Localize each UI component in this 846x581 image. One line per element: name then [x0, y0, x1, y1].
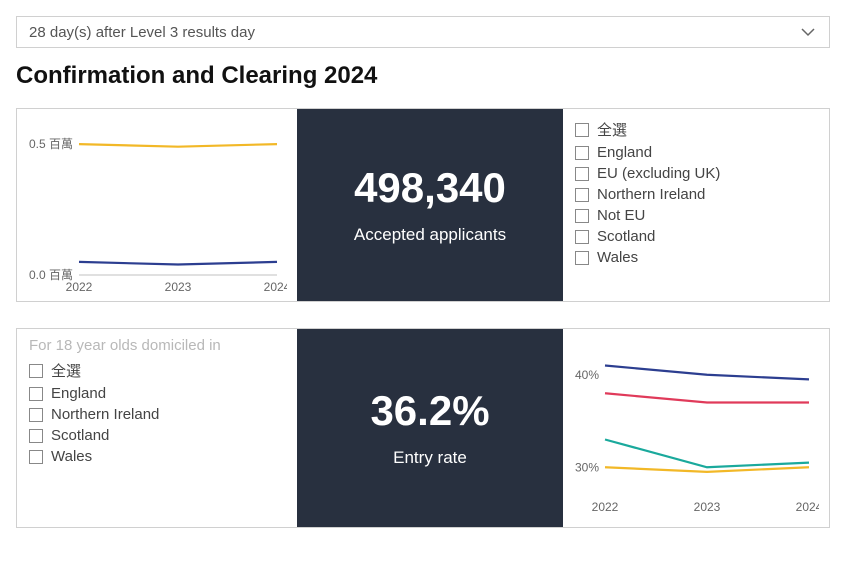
domicile-option[interactable]: Not EU [575, 205, 817, 226]
checkbox-icon [29, 364, 43, 378]
age-domicile-option[interactable]: Northern Ireland [29, 404, 285, 425]
checkbox-label: Wales [597, 249, 638, 266]
svg-text:40%: 40% [575, 368, 599, 382]
checkbox-icon [575, 123, 589, 137]
checkbox-icon [575, 146, 589, 160]
checkbox-label: England [51, 385, 106, 402]
age-domicile-option[interactable]: Scotland [29, 425, 285, 446]
checkbox-label: Wales [51, 448, 92, 465]
domicile-option[interactable]: Wales [575, 247, 817, 268]
checkbox-icon [575, 188, 589, 202]
domicile-option[interactable]: Scotland [575, 226, 817, 247]
checkbox-icon [29, 408, 43, 422]
checkbox-label: Northern Ireland [597, 186, 705, 203]
svg-text:30%: 30% [575, 460, 599, 474]
checkbox-icon [575, 167, 589, 181]
filter-hint: For 18 year olds domiciled in [29, 337, 285, 354]
svg-text:2024: 2024 [796, 500, 819, 514]
svg-text:2022: 2022 [592, 500, 619, 514]
checkbox-icon [29, 429, 43, 443]
checkbox-label: Not EU [597, 207, 645, 224]
domicile-option[interactable]: Northern Ireland [575, 184, 817, 205]
svg-text:0.5 百萬: 0.5 百萬 [29, 137, 73, 151]
entry-rate-chart: 30% 40% 2022 2023 2024 [563, 329, 829, 527]
svg-text:2024: 2024 [264, 280, 287, 294]
svg-text:2022: 2022 [66, 280, 93, 294]
entry-rate-metric: 36.2% Entry rate [297, 329, 563, 527]
metric-value: 498,340 [354, 165, 506, 211]
domicile-filter-list: 全選 England EU (excluding UK) Northern Irela… [563, 109, 829, 301]
age-domicile-option[interactable]: Wales [29, 446, 285, 467]
accepted-applicants-metric: 498,340 Accepted applicants [297, 109, 563, 301]
checkbox-icon [29, 450, 43, 464]
age-domicile-filter-list: For 18 year olds domiciled in 全選 England N… [17, 329, 297, 527]
domicile-option[interactable]: England [575, 142, 817, 163]
checkbox-label: 全選 [597, 119, 627, 140]
checkbox-icon [575, 230, 589, 244]
checkbox-label: England [597, 144, 652, 161]
timeframe-label: 28 day(s) after Level 3 results day [29, 24, 255, 41]
metric-label: Entry rate [393, 448, 467, 468]
checkbox-label: Scotland [51, 427, 109, 444]
checkbox-label: EU (excluding UK) [597, 165, 720, 182]
checkbox-icon [575, 209, 589, 223]
checkbox-icon [29, 387, 43, 401]
domicile-option[interactable]: EU (excluding UK) [575, 163, 817, 184]
svg-text:2023: 2023 [165, 280, 192, 294]
entry-rate-panel: For 18 year olds domiciled in 全選 England N… [16, 328, 830, 528]
timeframe-dropdown[interactable]: 28 day(s) after Level 3 results day [16, 16, 830, 48]
age-domicile-option[interactable]: 全選 [29, 358, 285, 383]
accepted-applicants-chart: 0.0 百萬0.5 百萬202220232024 [17, 109, 297, 301]
chevron-down-icon [799, 23, 817, 41]
checkbox-label: 全選 [51, 360, 81, 381]
domicile-option[interactable]: 全選 [575, 117, 817, 142]
checkbox-label: Scotland [597, 228, 655, 245]
accepted-applicants-panel: 0.0 百萬0.5 百萬202220232024 498,340 Accepte… [16, 108, 830, 302]
age-domicile-option[interactable]: England [29, 383, 285, 404]
metric-value: 36.2% [370, 388, 489, 434]
page-title: Confirmation and Clearing 2024 [16, 62, 830, 90]
checkbox-label: Northern Ireland [51, 406, 159, 423]
checkbox-icon [575, 251, 589, 265]
svg-text:2023: 2023 [694, 500, 721, 514]
metric-label: Accepted applicants [354, 225, 506, 245]
